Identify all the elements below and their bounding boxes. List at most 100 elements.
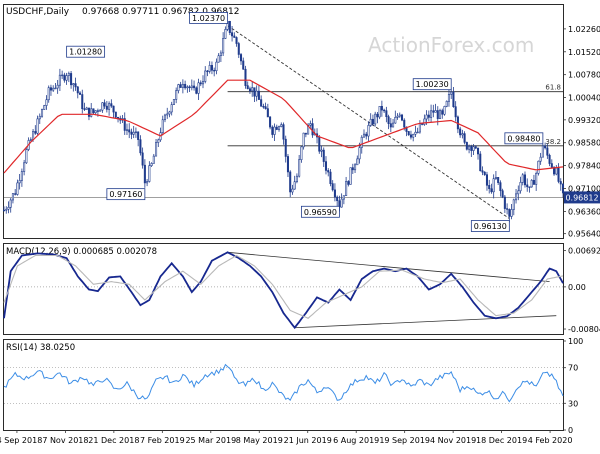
candle-body	[23, 162, 26, 172]
x-axis-tick-label: 21 Dec 2018	[88, 436, 139, 445]
candle-body	[264, 106, 267, 109]
candle-body	[253, 87, 256, 97]
candle-body	[472, 146, 475, 151]
candle-body	[125, 129, 129, 131]
candle-body	[228, 20, 231, 33]
candle-body	[177, 84, 180, 91]
candle-body	[336, 196, 339, 202]
candle-body	[141, 152, 144, 166]
candle-body	[213, 69, 216, 72]
candle-body	[438, 110, 442, 119]
candle-body	[273, 126, 276, 135]
candle-body	[235, 37, 238, 44]
candle-body	[184, 83, 187, 89]
candle-body	[376, 113, 379, 118]
price-y-tick-label: 1.01520	[568, 48, 600, 57]
candle-body	[369, 118, 372, 126]
macd-line	[3, 251, 564, 330]
candle-body	[65, 75, 68, 81]
fibonacci-level-label: 38.2	[545, 138, 561, 146]
candle-body	[231, 32, 234, 37]
candle-body	[289, 171, 292, 193]
price-annotation-label: 1.02370	[192, 14, 225, 23]
x-axis-tick-label: 6 Aug 2019	[333, 436, 379, 445]
price-y-tick-label: 0.95640	[568, 230, 600, 239]
candle-body	[360, 136, 363, 148]
candle-body	[559, 181, 562, 185]
current-price-label: 0.96812	[565, 193, 598, 202]
candle-body	[255, 90, 258, 97]
candle-body	[412, 133, 415, 138]
candle-body	[146, 181, 149, 184]
candle-body	[257, 90, 260, 100]
candle-body	[541, 145, 544, 158]
candle-body	[94, 110, 97, 114]
candle-body	[139, 139, 142, 154]
candle-body	[327, 170, 330, 173]
candle-body	[501, 190, 504, 198]
candle-body	[157, 139, 160, 143]
candle-body	[215, 61, 218, 72]
candle-body	[244, 68, 247, 86]
candle-body	[251, 87, 254, 92]
moving-average-line	[3, 79, 564, 174]
candle-body	[32, 131, 35, 140]
candle-body	[85, 107, 88, 110]
candle-body	[286, 156, 289, 173]
candle-body	[217, 55, 220, 63]
candle-body	[74, 83, 77, 88]
candle-body	[170, 104, 173, 113]
candle-body	[14, 193, 17, 195]
candle-body	[441, 110, 444, 115]
candle-body	[463, 133, 466, 143]
candle-body	[20, 171, 23, 181]
candle-body	[29, 139, 32, 141]
price-annotation-label: 0.98480	[507, 134, 540, 143]
candle-body	[430, 110, 433, 118]
rsi-panel-frame	[3, 339, 564, 431]
price-annotation-box	[66, 45, 106, 58]
candle-body	[378, 106, 381, 118]
price-annotation-box	[189, 12, 229, 24]
candle-body	[76, 86, 79, 94]
panel-frames	[3, 4, 564, 431]
candle-body	[190, 85, 193, 89]
candle-body	[108, 103, 111, 110]
price-y-tick-label: 0.97840	[568, 162, 600, 171]
candle-body	[485, 174, 488, 186]
candle-body	[25, 149, 28, 164]
candle-body	[197, 82, 200, 94]
candle-body	[103, 102, 106, 107]
candle-body	[421, 123, 424, 125]
candle-body	[519, 182, 522, 192]
candle-body	[324, 161, 328, 171]
candle-body	[403, 119, 406, 128]
candle-body	[331, 183, 334, 191]
candle-body	[40, 109, 44, 117]
candle-body	[210, 65, 213, 71]
x-axis-tick-label: 4 Feb 2020	[528, 436, 573, 445]
candle-body	[280, 124, 283, 127]
macd-panel-frame	[3, 243, 564, 335]
candle-body	[434, 110, 437, 113]
candle-body	[137, 131, 140, 140]
candle-body	[546, 147, 549, 156]
candle-body	[400, 114, 404, 121]
candle-body	[528, 186, 531, 188]
candle-body	[70, 73, 73, 86]
macd-trendline	[294, 315, 557, 329]
candle-body	[43, 105, 46, 110]
candle-body	[271, 126, 274, 135]
candle-body	[246, 85, 249, 90]
candle-body	[454, 106, 457, 118]
candle-body	[423, 118, 426, 125]
candle-body	[385, 110, 388, 118]
candle-body	[345, 181, 348, 196]
candle-body	[510, 209, 513, 217]
candle-body	[188, 86, 191, 89]
candle-body	[409, 134, 412, 138]
candle-body	[387, 116, 390, 124]
x-axis-tick-label: 24 Sep 2018	[0, 436, 42, 445]
candle-body	[152, 155, 155, 164]
candle-body	[392, 122, 395, 128]
